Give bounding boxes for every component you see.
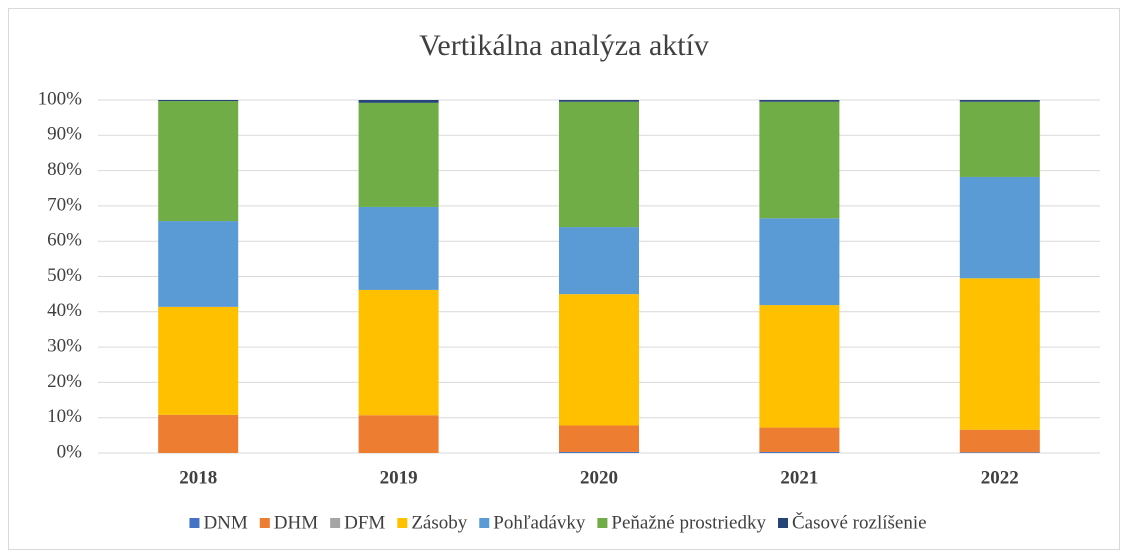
legend-label: Časové rozlíšenie: [792, 511, 927, 533]
y-tick-label: 50%: [47, 265, 82, 286]
y-tick-label: 20%: [47, 371, 82, 392]
bar-segment: [358, 415, 439, 453]
bar-segment: [759, 451, 840, 453]
x-tick-label: 2021: [780, 467, 818, 488]
x-tick-label: 2020: [580, 467, 618, 488]
legend-label: Pohľadávky: [493, 512, 586, 533]
bar-segment: [559, 294, 639, 426]
bar-segment: [959, 429, 1040, 453]
bar-segment: [759, 100, 840, 102]
legend-swatch: [479, 518, 490, 528]
y-tick-label: 30%: [47, 335, 82, 356]
y-tick-label: 80%: [47, 159, 82, 180]
bar-segment: [559, 425, 639, 452]
legend-label: DFM: [344, 512, 385, 533]
bar-segment: [759, 427, 840, 452]
legend-swatch: [597, 518, 608, 528]
legend-swatch: [397, 518, 408, 528]
y-tick-label: 0%: [57, 441, 83, 462]
bar-segment: [559, 227, 639, 295]
chart-title: Vertikálna analýza aktív: [419, 29, 709, 62]
bar-segment: [759, 305, 840, 428]
y-tick-label: 40%: [47, 300, 82, 321]
legend-swatch: [778, 518, 789, 528]
y-tick-label: 90%: [47, 124, 82, 145]
bar-segment: [959, 452, 1040, 453]
legend-label: Peňažné prostriedky: [611, 512, 766, 533]
bar-segment: [959, 101, 1040, 177]
bar-segment: [158, 414, 239, 453]
bar-segment: [158, 100, 239, 102]
bar-segment: [759, 101, 840, 219]
x-tick-label: 2019: [380, 467, 418, 488]
bar-segment: [759, 218, 840, 306]
bar-segment: [358, 206, 439, 290]
legend-label: DHM: [274, 512, 318, 533]
legend-label: DNM: [203, 512, 247, 533]
legend-label: Zásoby: [411, 512, 467, 533]
y-tick-label: 100%: [38, 88, 83, 109]
x-tick-label: 2018: [179, 467, 217, 488]
bar-segment: [559, 451, 639, 453]
y-tick-label: 10%: [47, 406, 82, 427]
bar-segment: [158, 221, 239, 307]
bar-segment: [959, 176, 1040, 279]
bar-segment: [559, 100, 639, 102]
bar-segment: [559, 101, 639, 228]
legend-swatch: [259, 518, 270, 528]
bar-segment: [158, 101, 239, 222]
legend-swatch: [189, 518, 200, 528]
x-tick-label: 2022: [981, 467, 1019, 488]
bar-segment: [358, 289, 439, 416]
bar-segment: [959, 278, 1040, 430]
y-tick-label: 70%: [47, 194, 82, 215]
bar-segment: [158, 306, 239, 415]
legend-swatch: [330, 518, 341, 528]
y-tick-label: 60%: [47, 230, 82, 251]
bar-segment: [358, 102, 439, 207]
bar-segment: [358, 100, 439, 103]
bar-segment: [959, 100, 1040, 102]
